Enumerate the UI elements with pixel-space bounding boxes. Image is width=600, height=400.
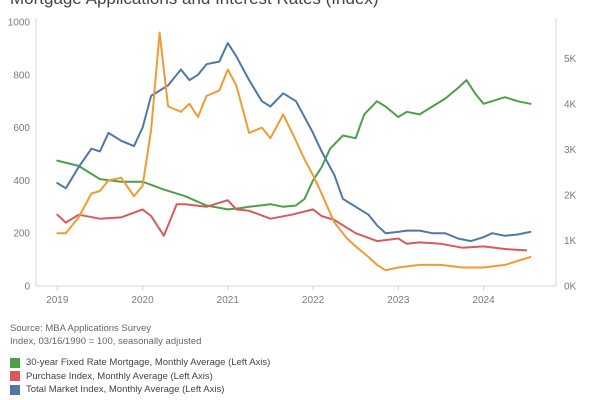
legend-swatch	[10, 357, 20, 368]
right-tick-label: 2K	[564, 190, 577, 201]
chart-axes: 0 200 400 600 800 1000 0K 1K 2K 3K 4K 5K 2019 2020 202…	[8, 18, 577, 307]
x-tick-label: 2022	[302, 295, 325, 306]
source-note: Source: MBA Applications Survey	[10, 323, 151, 334]
chart-title: Mortgage Applications and Interest Rates…	[10, 0, 379, 9]
legend-item: Total Market Index, Monthly Average (Lef…	[10, 383, 270, 397]
legend-swatch	[10, 384, 20, 395]
chart-notes: Source: MBA Applications Survey Index, 0…	[10, 322, 201, 348]
x-tick-label: 2020	[131, 295, 154, 306]
index-note: Index, 03/16/1990 = 100, seasonally adju…	[10, 336, 202, 347]
series-line-4	[56, 31, 532, 272]
right-tick-label: 1K	[564, 236, 577, 247]
right-tick-label: 0K	[564, 282, 577, 293]
left-tick-label: 200	[13, 229, 30, 240]
series-line-1	[56, 79, 532, 211]
left-tick-label: 600	[13, 123, 30, 134]
right-tick-label: 4K	[564, 99, 577, 110]
legend-swatch	[10, 371, 20, 382]
legend-label: 30-year Fixed Rate Mortgage, Monthly Ave…	[26, 357, 271, 369]
right-tick-label: 5K	[564, 54, 577, 65]
left-tick-label: 400	[13, 176, 30, 187]
x-tick-label: 2019	[46, 295, 69, 306]
left-tick-label: 800	[13, 70, 30, 81]
right-tick-label: 3K	[564, 145, 577, 156]
x-tick-label: 2021	[217, 295, 240, 306]
chart-legend: 30-year Fixed Rate Mortgage, Monthly Ave…	[10, 356, 270, 397]
legend-label: Purchase Index, Monthly Average (Left Ax…	[26, 370, 213, 382]
x-tick-label: 2024	[472, 295, 495, 306]
left-tick-label: 1000	[8, 18, 31, 29]
line-chart: 0 200 400 600 800 1000 0K 1K 2K 3K 4K 5K 2019 2020 202…	[8, 18, 577, 307]
x-tick-label: 2023	[387, 295, 410, 306]
legend-item: 30-year Fixed Rate Mortgage, Monthly Ave…	[10, 356, 270, 370]
series-layer	[56, 31, 532, 272]
legend-item: Purchase Index, Monthly Average (Left Ax…	[10, 370, 270, 384]
series-line-3	[56, 42, 532, 243]
left-tick-label: 0	[24, 282, 30, 293]
series-line-2	[56, 199, 528, 252]
legend-label: Total Market Index, Monthly Average (Lef…	[26, 384, 225, 396]
